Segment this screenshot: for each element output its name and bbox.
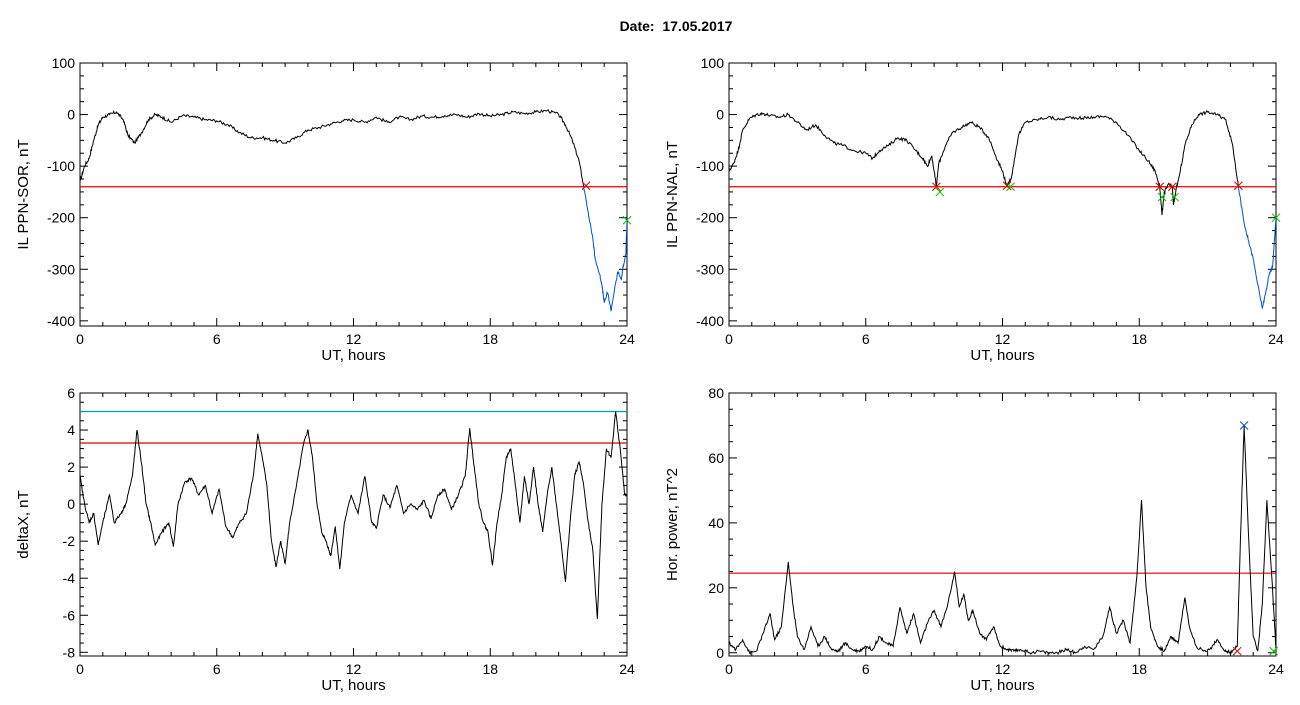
- event-marker: [1234, 181, 1243, 191]
- chart-p1: 0 6 12 18 24 -400 -300 -200 -100 0 100 UT, hours IL …: [15, 55, 635, 364]
- y-tick-label: 0: [716, 645, 724, 661]
- x-tick-label: 18: [1131, 331, 1147, 347]
- x-tick-label: 0: [76, 331, 84, 347]
- date-title: Date: 17.05.2017: [0, 18, 1300, 34]
- chart-p4: 0 6 12 18 24 0 20 40 60 80 UT, hours Hor. power, nT…: [664, 385, 1284, 694]
- y-tick-label: -200: [47, 210, 75, 226]
- data-series-line: [729, 109, 1239, 216]
- y-tick-label: 40: [708, 515, 724, 531]
- event-marker: [1271, 213, 1281, 223]
- event-marker: [1269, 646, 1279, 656]
- y-tick-label: 100: [52, 55, 76, 71]
- data-series-line: [80, 411, 627, 620]
- event-marker: [1157, 192, 1167, 202]
- y-tick-label: 80: [708, 385, 724, 401]
- y-tick-label: -100: [696, 158, 724, 174]
- y-tick-label: 0: [716, 107, 724, 123]
- y-tick-label: 60: [708, 450, 724, 466]
- y-tick-label: 100: [701, 55, 725, 71]
- event-marker: [1002, 181, 1012, 191]
- event-marker: [1006, 182, 1015, 192]
- date-value: 17.05.2017: [662, 18, 733, 34]
- y-tick-label: 4: [67, 422, 75, 438]
- y-axis-label: IL PPN-NAL, nT: [664, 141, 681, 248]
- event-marker: [1167, 182, 1177, 192]
- y-tick-label: -100: [47, 158, 75, 174]
- data-series-line: [583, 186, 627, 312]
- y-axis-label: deltaX, nT: [15, 490, 32, 558]
- y-tick-label: 0: [67, 496, 75, 512]
- y-axis-label: Hor. power, nT^2: [664, 468, 681, 581]
- y-tick-label: 20: [708, 580, 724, 596]
- y-tick-label: -300: [696, 261, 724, 277]
- x-axis-label: UT, hours: [321, 677, 385, 694]
- x-tick-label: 24: [1268, 661, 1284, 677]
- y-tick-label: -400: [47, 313, 75, 329]
- event-marker: [932, 182, 941, 192]
- x-tick-label: 6: [862, 331, 870, 347]
- x-tick-label: 24: [619, 331, 635, 347]
- x-tick-label: 6: [862, 661, 870, 677]
- y-tick-label: -8: [63, 644, 76, 660]
- y-tick-label: -4: [63, 570, 76, 586]
- x-tick-label: 12: [995, 331, 1011, 347]
- event-marker: [622, 215, 632, 225]
- x-axis-label: UT, hours: [970, 677, 1034, 694]
- x-tick-label: 18: [482, 331, 498, 347]
- plot-frame: [79, 62, 628, 327]
- plot-area: [80, 410, 627, 620]
- date-label: Date:: [619, 18, 655, 34]
- y-tick-label: 6: [67, 385, 75, 401]
- x-tick-label: 6: [213, 331, 221, 347]
- y-tick-label: -6: [63, 607, 76, 623]
- x-tick-label: 0: [725, 331, 733, 347]
- x-tick-label: 0: [76, 661, 84, 677]
- y-tick-label: 2: [67, 459, 75, 475]
- event-marker: [1239, 421, 1249, 430]
- x-tick-label: 24: [1268, 331, 1284, 347]
- plot-area: [729, 109, 1276, 310]
- y-tick-label: -400: [696, 313, 724, 329]
- plot-frame: [728, 392, 1277, 657]
- y-tick-label: -2: [63, 533, 76, 549]
- x-tick-label: 12: [995, 661, 1011, 677]
- data-series-line: [729, 425, 1276, 656]
- event-marker: [1232, 646, 1242, 656]
- y-tick-label: 0: [67, 107, 75, 123]
- event-marker: [581, 181, 591, 191]
- x-tick-label: 24: [619, 661, 635, 677]
- data-series-line: [1237, 186, 1276, 310]
- event-marker: [1170, 192, 1179, 202]
- x-tick-label: 18: [482, 661, 498, 677]
- x-tick-label: 12: [346, 331, 362, 347]
- plot-frame: [728, 62, 1277, 327]
- plot-area: [729, 425, 1276, 656]
- y-axis-label: IL PPN-SOR, nT: [15, 139, 32, 249]
- plot-area: [80, 108, 627, 312]
- event-marker: [1155, 182, 1165, 192]
- x-tick-label: 6: [213, 661, 221, 677]
- plot-frame: [79, 392, 628, 657]
- x-axis-label: UT, hours: [970, 347, 1034, 364]
- y-tick-label: -200: [696, 210, 724, 226]
- x-tick-label: 12: [346, 661, 362, 677]
- x-tick-label: 18: [1131, 661, 1147, 677]
- x-tick-label: 0: [725, 661, 733, 677]
- y-tick-label: -300: [47, 261, 75, 277]
- x-axis-label: UT, hours: [321, 347, 385, 364]
- data-series-line: [80, 108, 585, 187]
- event-marker: [935, 187, 945, 197]
- chart-p2: 0 6 12 18 24 -400 -300 -200 -100 0 100 UT, hours IL …: [664, 55, 1284, 364]
